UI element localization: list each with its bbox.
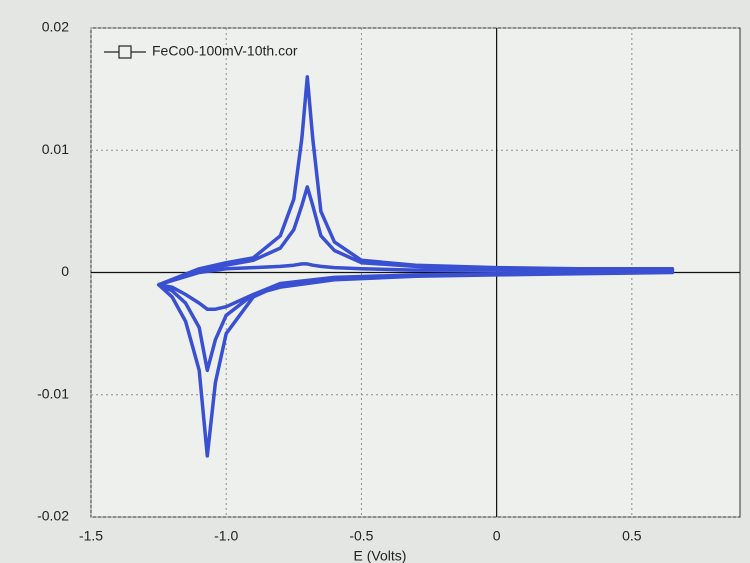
data-line: [156, 75, 675, 458]
x-tick-label: 0: [493, 528, 501, 544]
x-tick-label: 0.5: [622, 528, 642, 544]
y-tick-label: -0.02: [37, 508, 69, 524]
y-tick-label: 0.02: [42, 19, 69, 35]
x-tick-label: -0.5: [349, 528, 373, 544]
x-axis-label: E (Volts): [354, 548, 407, 563]
x-tick-label: -1.5: [79, 528, 103, 544]
y-tick-label: -0.01: [37, 385, 69, 401]
x-tick-label: -1.0: [214, 528, 238, 544]
y-tick-label: 0.01: [42, 141, 69, 157]
legend-label: FeCo0-100mV-10th.cor: [152, 43, 298, 59]
y-tick-label: 0: [61, 263, 69, 279]
legend-marker: [118, 45, 132, 59]
